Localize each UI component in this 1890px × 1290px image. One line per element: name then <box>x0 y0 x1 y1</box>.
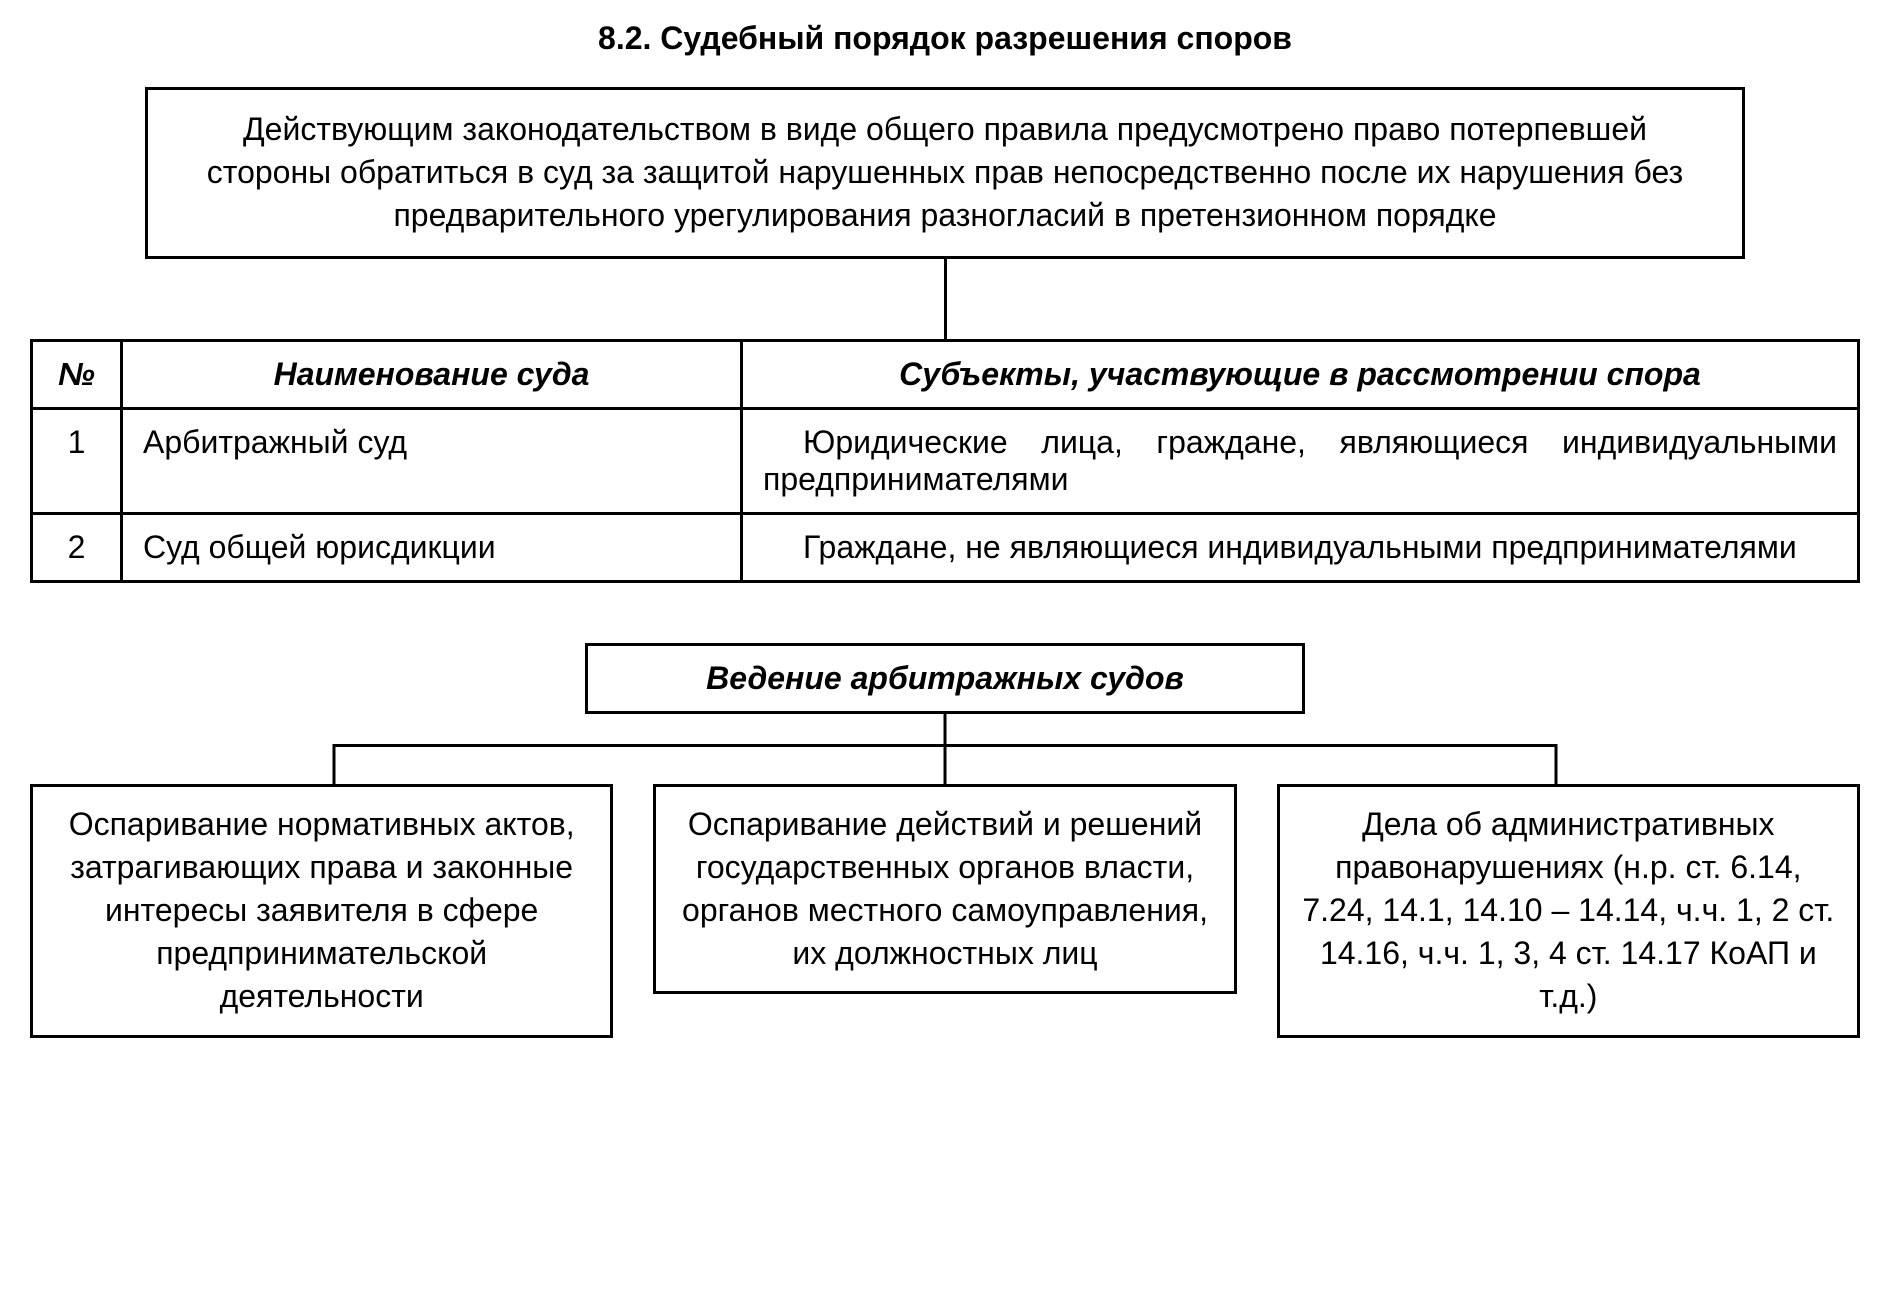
branch-row: Оспаривание нормативных актов, затрагива… <box>30 784 1860 1038</box>
header-name: Наименование суда <box>122 340 742 408</box>
intro-box: Действующим законодательством в виде общ… <box>145 87 1745 259</box>
connector-intro-to-table <box>944 259 947 339</box>
branch-box: Дела об административных правонарушениях… <box>1277 784 1860 1038</box>
tree-connector <box>30 714 1860 784</box>
table-row: 2 Суд общей юрисдикции Граждане, не явля… <box>32 513 1859 581</box>
table-header-row: № Наименование суда Субъекты, участвующи… <box>32 340 1859 408</box>
cell-name: Суд общей юрисдикции <box>122 513 742 581</box>
branch-box: Оспаривание действий и решений государст… <box>653 784 1236 995</box>
cell-subjects: Граждане, не являющиеся индивидуальными … <box>742 513 1859 581</box>
header-subjects: Субъекты, участвующие в рассмотрении спо… <box>742 340 1859 408</box>
table-row: 1 Арбитражный суд Юридические лица, граж… <box>32 408 1859 513</box>
cell-name: Арбитражный суд <box>122 408 742 513</box>
header-num: № <box>32 340 122 408</box>
cell-num: 1 <box>32 408 122 513</box>
cell-num: 2 <box>32 513 122 581</box>
section-title-box: Ведение арбитражных судов <box>585 643 1305 714</box>
courts-table: № Наименование суда Субъекты, участвующи… <box>30 339 1860 583</box>
branch-box: Оспаривание нормативных актов, затрагива… <box>30 784 613 1038</box>
cell-subjects: Юридические лица, граждане, являющиеся и… <box>742 408 1859 513</box>
page-title: 8.2. Судебный порядок разрешения споров <box>30 20 1860 57</box>
